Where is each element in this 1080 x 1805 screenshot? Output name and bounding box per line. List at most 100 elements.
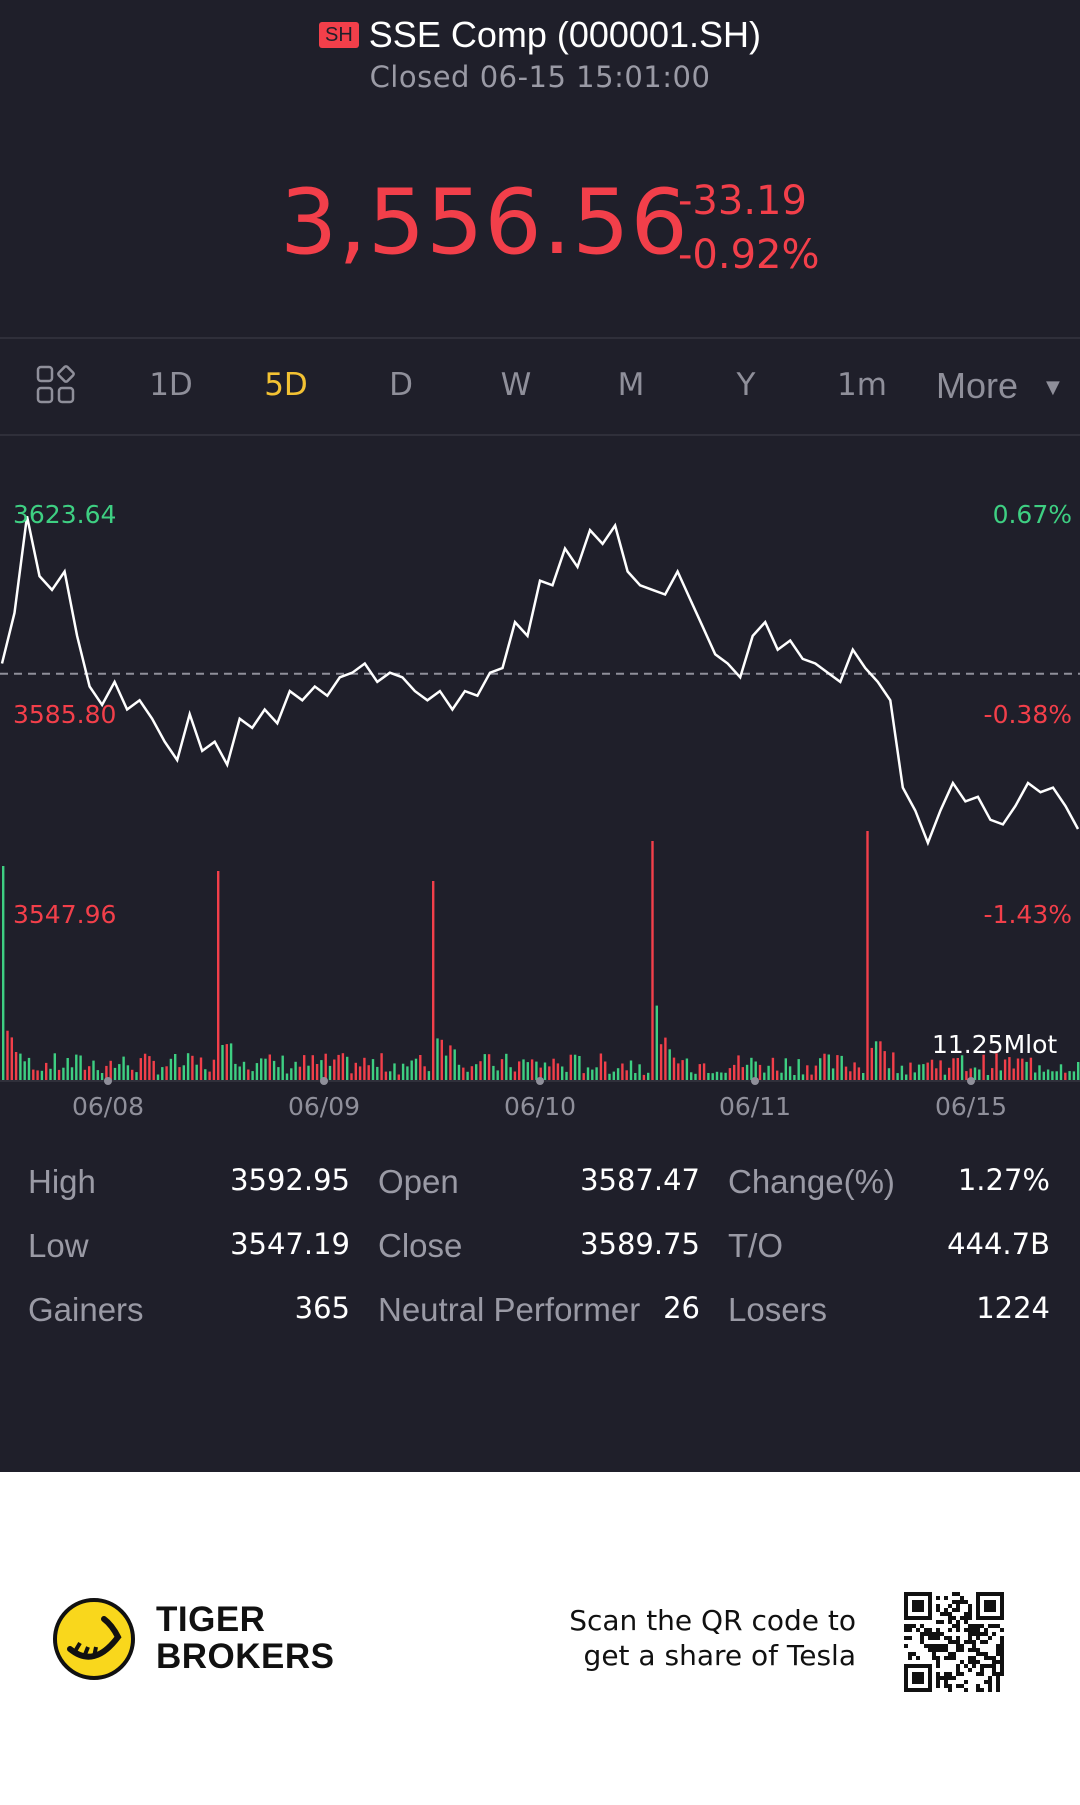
volume-bar [573,1054,577,1081]
qr-code-icon[interactable] [904,1592,1004,1692]
volume-bar [797,1059,800,1081]
volume-bar [328,1065,332,1081]
volume-bar [19,1053,22,1081]
stock-title: SH SSE Comp (000001.SH) [0,14,1080,56]
volume-bar [311,1055,314,1081]
tab-5d[interactable]: 5D [264,367,308,403]
volume-bar [750,1057,753,1081]
tab-weekly[interactable]: W [500,367,532,403]
volume-bar [505,1053,508,1081]
volume-bar [698,1064,701,1081]
volume-bar [578,1056,581,1081]
volume-bar [479,1061,482,1081]
volume-bar [509,1067,512,1081]
volume-bar [1055,1071,1058,1081]
change-absolute: -33.19 [678,178,807,224]
stat-value-low: 3547.19 [230,1227,350,1261]
volume-bar [771,1057,775,1081]
volume-bar [500,1059,504,1081]
volume-bar [483,1054,486,1081]
volume-bar [943,1074,947,1081]
stat-label-turnover: T/O [728,1227,783,1264]
volume-bar [290,1068,293,1081]
volume-bar [62,1067,65,1081]
volume-bar [733,1064,736,1081]
volume-bar [978,1069,981,1081]
price-chart[interactable] [0,436,1080,1126]
volume-bar [960,1055,964,1081]
x-tick-label: 06/15 [934,1092,1008,1121]
tab-1min[interactable]: 1m [837,367,887,403]
volume-bar [272,1060,276,1081]
stat-value-open: 3587.47 [580,1163,700,1197]
tab-yearly[interactable]: Y [736,367,756,403]
volume-bar [1029,1057,1033,1081]
volume-bar [143,1053,147,1081]
volume-bar [1025,1061,1028,1081]
volume-bar [586,1067,590,1081]
grid-icon[interactable] [36,365,76,405]
share-footer: TIGER BROKERS Scan the QR code to get a … [0,1472,1080,1805]
stat-label-change: Change(%) [728,1163,895,1200]
volume-bar [174,1054,177,1081]
volume-bar [260,1058,263,1081]
volume-bar [1008,1057,1011,1081]
volume-bar [973,1067,977,1081]
x-tick-dot [536,1077,544,1085]
volume-bar [238,1066,241,1081]
volume-bar [14,1052,18,1081]
volume-bar [186,1053,190,1081]
volume-bar [70,1067,74,1081]
more-button[interactable]: More [936,365,1019,406]
volume-bar [539,1067,542,1081]
volume-bar [965,1071,968,1081]
volume-bar [715,1071,719,1081]
caret-down-icon[interactable]: ▼ [1046,377,1060,398]
volume-bar [758,1064,762,1081]
volume-bar [664,1037,667,1081]
volume-bar [229,1043,233,1081]
volume-bar [380,1053,383,1081]
volume-bar [40,1070,44,1081]
volume-bar [724,1072,727,1081]
volume-bar [556,1063,560,1081]
volume-bar [569,1054,572,1081]
volume-bar [767,1065,770,1081]
market-status: Closed 06-15 15:01:00 [369,60,711,94]
volume-bar [427,1071,431,1081]
volume-bar [1034,1072,1037,1081]
y-label-left-top: 3623.64 [13,500,117,529]
tab-1d[interactable]: 1D [149,367,193,403]
stat-label-low: Low [28,1227,89,1264]
tab-daily[interactable]: D [389,367,413,403]
volume-bar [423,1066,426,1081]
stats-row: Low 3547.19 Close 3589.75 T/O 444.7B [0,1227,1080,1277]
volume-bar [75,1054,78,1081]
stat-label-losers: Losers [728,1291,828,1328]
price-line [0,516,1080,847]
volume-bar [1064,1072,1067,1081]
y-label-right-bottom: -1.43% [983,900,1072,929]
volume-bar [178,1067,181,1081]
volume-bar [857,1067,861,1081]
volume-bar [470,1066,474,1081]
stat-value-turnover: 444.7B [947,1227,1050,1261]
tiger-logo-icon [52,1597,136,1681]
volume-bar [986,1075,990,1081]
volume-bar [1051,1071,1054,1081]
volume-bar [169,1058,173,1081]
volume-bar [844,1066,848,1081]
volume-bar [204,1069,207,1081]
volume-bar [685,1058,689,1081]
stat-value-change: 1.27% [957,1163,1050,1197]
volume-bar [969,1068,972,1081]
stat-label-close: Close [378,1227,463,1264]
volume-bar [905,1074,908,1081]
volume-bar [268,1054,271,1081]
volume-bar [702,1063,706,1081]
volume-bar [909,1062,912,1081]
tab-monthly[interactable]: M [617,367,645,403]
volume-bar [367,1065,370,1081]
volume-bar [247,1069,250,1081]
volume-bar [780,1072,783,1081]
